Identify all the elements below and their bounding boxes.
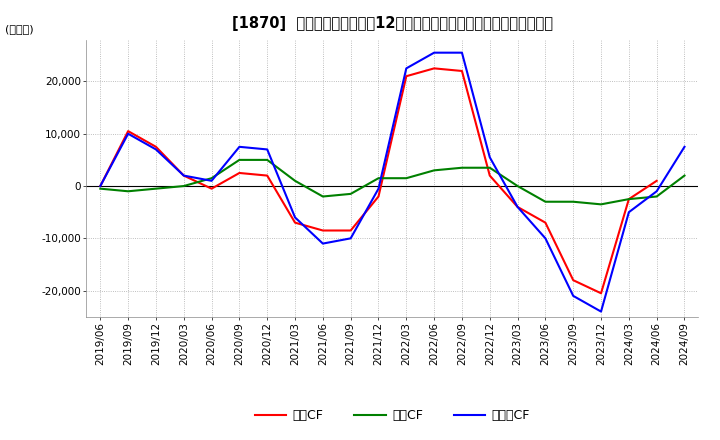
フリーCF <box>374 186 383 191</box>
営業CF <box>485 173 494 178</box>
フリーCF <box>263 147 271 152</box>
フリーCF <box>124 131 132 136</box>
Line: 投資CF: 投資CF <box>100 160 685 204</box>
フリーCF <box>346 236 355 241</box>
営業CF <box>652 178 661 183</box>
投資CF <box>346 191 355 197</box>
フリーCF <box>96 183 104 189</box>
投資CF <box>485 165 494 170</box>
営業CF <box>207 186 216 191</box>
投資CF <box>430 168 438 173</box>
フリーCF <box>291 215 300 220</box>
投資CF <box>179 183 188 189</box>
フリーCF <box>402 66 410 71</box>
投資CF <box>318 194 327 199</box>
営業CF <box>291 220 300 225</box>
投資CF <box>597 202 606 207</box>
営業CF <box>96 183 104 189</box>
営業CF <box>318 228 327 233</box>
投資CF <box>263 157 271 162</box>
Line: フリーCF: フリーCF <box>100 53 685 312</box>
投資CF <box>569 199 577 204</box>
Line: 営業CF: 営業CF <box>100 68 657 293</box>
投資CF <box>402 176 410 181</box>
営業CF <box>374 194 383 199</box>
フリーCF <box>624 209 633 215</box>
営業CF <box>152 144 161 150</box>
営業CF <box>179 173 188 178</box>
投資CF <box>513 183 522 189</box>
Y-axis label: (百万円): (百万円) <box>5 24 33 34</box>
投資CF <box>124 189 132 194</box>
フリーCF <box>235 144 243 150</box>
Title: [1870]  キャッシュフローの12か月移動合計の対前年同期増減額の推移: [1870] キャッシュフローの12か月移動合計の対前年同期増減額の推移 <box>232 16 553 32</box>
投資CF <box>374 176 383 181</box>
フリーCF <box>318 241 327 246</box>
投資CF <box>458 165 467 170</box>
営業CF <box>430 66 438 71</box>
営業CF <box>263 173 271 178</box>
Legend: 営業CF, 投資CF, フリーCF: 営業CF, 投資CF, フリーCF <box>250 404 535 427</box>
フリーCF <box>513 204 522 209</box>
フリーCF <box>179 173 188 178</box>
フリーCF <box>207 178 216 183</box>
営業CF <box>235 170 243 176</box>
フリーCF <box>152 147 161 152</box>
営業CF <box>624 197 633 202</box>
投資CF <box>96 186 104 191</box>
営業CF <box>513 204 522 209</box>
フリーCF <box>541 236 550 241</box>
フリーCF <box>458 50 467 55</box>
営業CF <box>458 68 467 73</box>
営業CF <box>124 128 132 134</box>
投資CF <box>291 178 300 183</box>
営業CF <box>346 228 355 233</box>
投資CF <box>680 173 689 178</box>
フリーCF <box>652 189 661 194</box>
営業CF <box>569 278 577 283</box>
営業CF <box>541 220 550 225</box>
フリーCF <box>485 154 494 160</box>
投資CF <box>541 199 550 204</box>
営業CF <box>597 291 606 296</box>
フリーCF <box>569 293 577 298</box>
投資CF <box>652 194 661 199</box>
フリーCF <box>430 50 438 55</box>
投資CF <box>207 176 216 181</box>
フリーCF <box>680 144 689 150</box>
投資CF <box>152 186 161 191</box>
投資CF <box>235 157 243 162</box>
フリーCF <box>597 309 606 314</box>
営業CF <box>402 73 410 79</box>
投資CF <box>624 197 633 202</box>
